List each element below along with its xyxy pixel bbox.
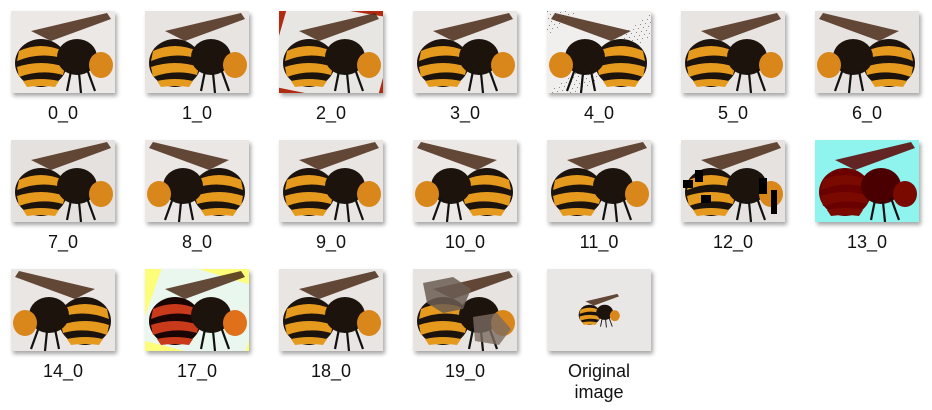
image-tile[interactable]: 9_0 xyxy=(279,140,383,253)
image-tile[interactable]: 17_0 xyxy=(145,269,249,382)
hornet-thumbnail[interactable] xyxy=(547,140,651,222)
image-label: 17_0 xyxy=(176,361,218,381)
hornet-thumbnail[interactable] xyxy=(145,269,249,351)
hornet-thumbnail[interactable] xyxy=(279,11,383,93)
image-label: 11_0 xyxy=(579,232,619,252)
hornet-thumbnail[interactable] xyxy=(145,11,249,93)
image-tile[interactable]: 12_0 xyxy=(681,140,785,253)
image-label: 8_0 xyxy=(181,232,213,252)
image-label: 18_0 xyxy=(310,361,352,381)
image-label: 6_0 xyxy=(851,103,883,123)
hornet-thumbnail[interactable] xyxy=(11,269,115,351)
image-label: 9_0 xyxy=(315,232,347,252)
image-label: Original image xyxy=(567,361,631,402)
hornet-thumbnail[interactable] xyxy=(11,140,115,222)
hornet-thumbnail[interactable] xyxy=(279,140,383,222)
image-label: 0_0 xyxy=(47,103,79,123)
image-tile[interactable]: 19_0 xyxy=(413,269,517,382)
image-label: 10_0 xyxy=(444,232,486,252)
image-tile[interactable]: 5_0 xyxy=(681,11,785,124)
image-tile[interactable]: 3_0 xyxy=(413,11,517,124)
image-tile[interactable]: 18_0 xyxy=(279,269,383,382)
image-label: 2_0 xyxy=(315,103,347,123)
image-label: 12_0 xyxy=(712,232,754,252)
image-tile[interactable]: 4_0 xyxy=(547,11,651,124)
image-tile[interactable]: 7_0 xyxy=(11,140,115,253)
hornet-thumbnail[interactable] xyxy=(547,269,651,351)
hornet-thumbnail[interactable] xyxy=(681,140,785,222)
image-label: 7_0 xyxy=(47,232,79,252)
hornet-thumbnail[interactable] xyxy=(413,140,517,222)
hornet-thumbnail[interactable] xyxy=(413,269,517,351)
image-label: 14_0 xyxy=(42,361,84,381)
image-tile[interactable]: 14_0 xyxy=(11,269,115,382)
image-label: 5_0 xyxy=(717,103,749,123)
hornet-thumbnail[interactable] xyxy=(547,11,651,93)
image-tile[interactable]: 11_0 xyxy=(547,140,651,253)
image-label: 4_0 xyxy=(583,103,615,123)
image-tile[interactable]: Original image xyxy=(547,269,651,403)
hornet-thumbnail[interactable] xyxy=(145,140,249,222)
hornet-thumbnail[interactable] xyxy=(279,269,383,351)
image-tile[interactable]: 8_0 xyxy=(145,140,249,253)
image-tile[interactable]: 6_0 xyxy=(815,11,919,124)
image-label: 3_0 xyxy=(449,103,481,123)
hornet-thumbnail[interactable] xyxy=(815,11,919,93)
image-tile[interactable]: 10_0 xyxy=(413,140,517,253)
image-tile[interactable]: 0_0 xyxy=(11,11,115,124)
image-label: 1_0 xyxy=(181,103,213,123)
image-tile[interactable]: 2_0 xyxy=(279,11,383,124)
image-label: 19_0 xyxy=(444,361,486,381)
image-tile[interactable]: 13_0 xyxy=(815,140,919,253)
hornet-thumbnail[interactable] xyxy=(11,11,115,93)
hornet-thumbnail[interactable] xyxy=(681,11,785,93)
image-label: 13_0 xyxy=(846,232,888,252)
hornet-thumbnail[interactable] xyxy=(815,140,919,222)
image-tile[interactable]: 1_0 xyxy=(145,11,249,124)
hornet-thumbnail[interactable] xyxy=(413,11,517,93)
